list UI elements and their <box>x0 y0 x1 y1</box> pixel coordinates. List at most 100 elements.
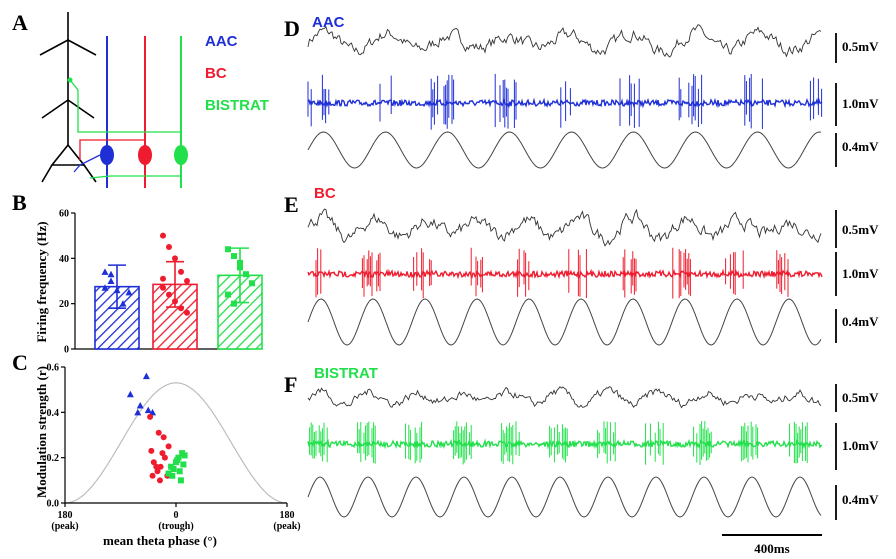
pyramidal-cell-diagram <box>39 12 97 183</box>
bar-chart: 0 20 40 60 <box>59 209 263 356</box>
scatter-point-bc <box>148 447 155 454</box>
scatter-point-aac <box>134 408 142 416</box>
scatter-y-tick-label: 0.2 <box>47 453 60 464</box>
scatter-y-tick-label: 0.0 <box>47 499 60 510</box>
bar-point-bc <box>172 298 178 305</box>
bar-y-tick-label: 0 <box>64 345 69 356</box>
bar-point-aac <box>101 284 109 291</box>
panel-letter-a: A <box>12 10 28 35</box>
trace-f-unit <box>307 421 822 465</box>
scatter-point-bc <box>150 459 157 466</box>
scale-label-f-unit: 1.0mV <box>842 438 879 453</box>
bar-point-bistrat <box>231 253 237 260</box>
scale-label-f-lfp: 0.5mV <box>842 390 879 405</box>
scatter-point-bc <box>161 454 168 461</box>
scatter-point-bistrat <box>177 477 184 484</box>
scatter-point-bc <box>159 450 166 457</box>
trace-e-unit <box>307 247 823 299</box>
scatter-y-tick-label: 0.4 <box>47 408 60 419</box>
scale-label-d-lfp: 0.5mV <box>842 39 879 54</box>
scale-label-e-unit: 1.0mV <box>842 266 879 281</box>
trace-e-theta <box>307 298 822 346</box>
trace-d-lfp <box>307 24 822 58</box>
scatter-point-bc <box>155 429 162 436</box>
bc-cell-diagram <box>79 36 152 188</box>
scatter-point-aac <box>142 372 150 380</box>
bar-point-bc <box>166 244 172 250</box>
bar-point-bc <box>184 278 190 284</box>
scatter-x-tick-label: 180 <box>280 510 295 521</box>
scatter-x-axis-label: mean theta phase (°) <box>103 533 217 548</box>
time-scale-label: 400ms <box>754 541 789 556</box>
theta-cosine-reference <box>64 382 288 504</box>
scatter-x-tick-note: (peak) <box>273 521 300 532</box>
legend-bistrat: BISTRAT <box>205 97 269 114</box>
scale-label-d-theta: 0.4mV <box>842 139 879 154</box>
bar-point-bc <box>184 309 190 316</box>
trace-f-theta <box>307 476 822 518</box>
legend-aac: AAC <box>205 33 238 50</box>
trace-label-aac: AAC <box>312 14 345 31</box>
scatter-y-tick-label: 0.6 <box>47 363 60 374</box>
scale-label-e-lfp: 0.5mV <box>842 222 879 237</box>
trace-f-lfp <box>307 386 822 409</box>
bar-y-tick-label: 20 <box>59 299 69 310</box>
trace-d-theta <box>307 131 822 169</box>
bar-point-bc <box>160 232 166 239</box>
trace-d-unit <box>307 73 823 130</box>
scatter-point-aac <box>149 408 157 416</box>
bar-point-aac <box>101 268 109 275</box>
scatter-point-bistrat <box>169 472 176 479</box>
legend-bc: BC <box>205 65 227 82</box>
scale-label-d-unit: 1.0mV <box>842 96 879 111</box>
scale-label-f-theta: 0.4mV <box>842 492 879 507</box>
bar-point-aac <box>125 288 133 296</box>
scale-label-e-theta: 0.4mV <box>842 314 879 329</box>
panel-c: C Modulation strength (r) mean theta pha… <box>12 350 301 548</box>
trace-e-lfp <box>307 208 822 247</box>
panel-letter-f: F <box>284 372 297 397</box>
scatter-point-bistrat <box>174 456 181 463</box>
scatter-point-bistrat <box>181 452 188 459</box>
scatter-x-tick-note: (trough) <box>158 521 193 532</box>
panel-letter-d: D <box>284 16 300 41</box>
trace-label-bistrat: BISTRAT <box>314 365 378 382</box>
scatter-point-bc <box>147 413 154 420</box>
bar-point-bc <box>160 275 166 282</box>
bar-point-bc <box>160 284 166 291</box>
scatter-point-bistrat <box>176 468 183 475</box>
scatter-point-bc <box>156 477 163 484</box>
bar-point-bistrat <box>249 280 255 287</box>
scatter-point-bc <box>160 434 167 441</box>
bar-point-aac <box>119 300 127 307</box>
scatter-x-tick-note: (peak) <box>51 521 78 532</box>
bar-point-aac <box>107 277 115 284</box>
bar-point-aac <box>113 286 121 294</box>
scatter-x-tick-label: 0 <box>174 510 179 521</box>
bar-point-bistrat <box>225 291 231 298</box>
bar-y-tick-label: 60 <box>59 209 69 220</box>
trace-panels: D AAC E BC F BISTRAT 0.5mV 1.0mV 0.4mV 0… <box>284 14 879 556</box>
bar-point-bistrat <box>231 300 237 307</box>
bar-point-aac <box>107 270 115 278</box>
panel-a: A <box>12 10 269 188</box>
bar-point-bistrat <box>225 246 231 253</box>
trace-label-bc: BC <box>314 185 336 202</box>
bar-point-bc <box>166 291 172 298</box>
scatter-x-tick-label: 180 <box>58 510 73 521</box>
scatter-point-bistrat <box>180 461 187 468</box>
bar-point-bistrat <box>237 264 243 271</box>
panel-letter-c: C <box>12 350 28 375</box>
scatter-point-bc <box>149 472 156 479</box>
scatter-point-aac <box>136 402 144 409</box>
scatter-point-bc <box>165 443 172 450</box>
scatter-y-axis-label: Modulation strength (r) <box>34 366 49 498</box>
scatter-point-bistrat <box>165 470 172 477</box>
scatter-point-bistrat <box>170 466 177 472</box>
bar-point-bistrat <box>237 259 243 266</box>
scatter-point-aac <box>126 390 134 398</box>
bar-y-tick-label: 40 <box>59 254 69 265</box>
scatter-point-bc <box>157 463 164 470</box>
